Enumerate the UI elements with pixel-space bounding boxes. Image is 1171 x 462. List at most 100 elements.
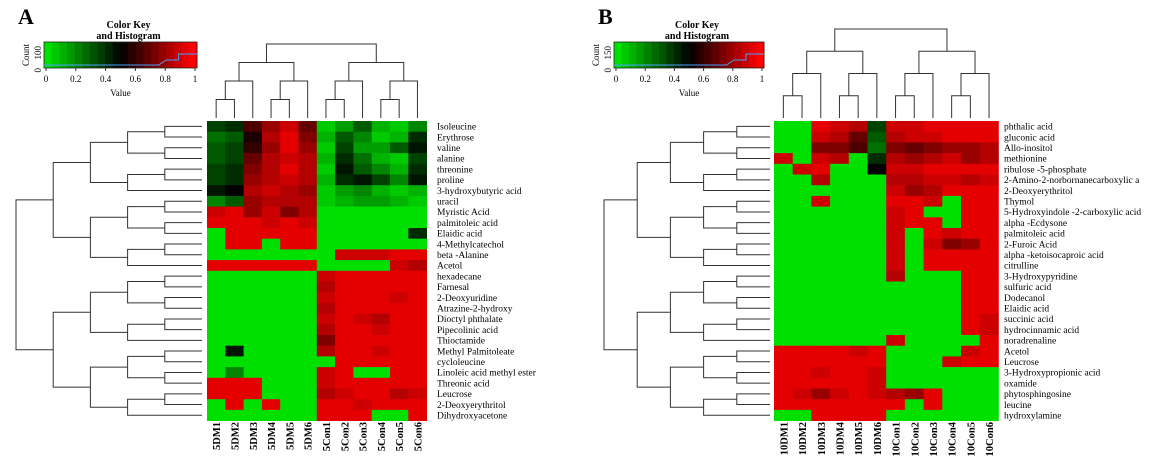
heatmap-cell [408, 409, 427, 421]
heatmap-cell [923, 185, 943, 197]
heatmap-cell [353, 185, 373, 197]
color-key-swatch [629, 42, 637, 68]
heatmap-cell [886, 399, 906, 411]
column-label: 10Con2 [910, 422, 921, 456]
heatmap-cell [298, 153, 318, 165]
heatmap-cell [942, 281, 962, 293]
heatmap-cell [371, 270, 391, 282]
heatmap-cell [261, 153, 281, 165]
heatmap-cell [243, 388, 263, 400]
heatmap-cell [979, 281, 999, 293]
heatmap-cell [961, 185, 981, 197]
color-key-swatch [105, 42, 114, 68]
row-dendrogram-branch [636, 311, 671, 388]
heatmap-cell [335, 163, 354, 175]
color-key-swatch [726, 42, 735, 68]
heatmap-cell [942, 388, 962, 400]
heatmap-cell [408, 313, 427, 325]
heatmap-cell [923, 345, 943, 357]
heatmap-cell [886, 377, 906, 389]
color-key-swatch [636, 42, 645, 68]
heatmap-cell [261, 163, 281, 175]
heatmap-cell [961, 399, 981, 411]
heatmap-cell [225, 270, 244, 282]
column-dendrogram-branch [782, 95, 803, 118]
heatmap-cell [848, 345, 868, 357]
heatmap-cell [243, 399, 263, 411]
heatmap-cell [942, 185, 962, 197]
row-label: 2-Furoic Acid [1004, 240, 1057, 250]
heatmap-cell [261, 324, 281, 336]
heatmap-cell [390, 409, 409, 421]
heatmap-cell [848, 377, 868, 389]
heatmap-cell [225, 142, 244, 154]
heatmap-cell [886, 356, 906, 368]
heatmap-cell [316, 249, 336, 261]
heatmap-cell [207, 185, 226, 197]
heatmap-cell [353, 377, 373, 389]
row-label: 2-Deoxyerythritol [437, 401, 506, 411]
heatmap-cell [904, 153, 924, 165]
heatmap-cell [792, 409, 812, 421]
heatmap-cell [979, 228, 999, 240]
heatmap-cell [961, 345, 981, 357]
heatmap-cell [792, 324, 812, 336]
heatmap-cell [371, 313, 391, 325]
color-key-swatch [681, 42, 690, 68]
heatmap-cell [923, 238, 943, 250]
column-dendrogram-branch [806, 50, 864, 74]
heatmap-cell [942, 270, 962, 282]
heatmap-cell [261, 388, 281, 400]
heatmap-cell [886, 131, 906, 143]
heatmap-cell [774, 324, 794, 336]
heatmap-cell [867, 228, 887, 240]
heatmap-cell [904, 228, 924, 240]
heatmap-cell [867, 174, 887, 186]
row-label: citrulline [1004, 262, 1038, 272]
heatmap-cell [390, 206, 409, 218]
heatmap-cell [335, 367, 354, 379]
heatmap-cell [353, 292, 373, 304]
heatmap-cell [961, 335, 981, 347]
heatmap-cell [335, 409, 354, 421]
row-label: Atrazine-2-hydroxy [437, 304, 513, 314]
heatmap-cell [243, 292, 263, 304]
heatmap-cell [904, 292, 924, 304]
heatmap-cell [830, 313, 850, 325]
row-dendrogram-branch [127, 281, 165, 304]
heatmap-cell [923, 302, 943, 314]
color-key-swatch [135, 42, 144, 68]
heatmap-cell [261, 356, 281, 368]
heatmap-cell [792, 377, 812, 389]
heatmap-cell [280, 238, 299, 250]
column-label: 10DM2 [798, 422, 809, 455]
heatmap-cell [830, 249, 850, 261]
color-key-xtick: 0 [44, 74, 49, 84]
heatmap-cell [942, 302, 962, 314]
heatmap-cell [774, 238, 794, 250]
heatmap-cell [316, 281, 336, 293]
column-label: 5Con2 [340, 422, 351, 451]
heatmap-cell [316, 260, 336, 272]
row-dendrogram-branch [164, 125, 202, 138]
heatmap-cell [335, 238, 354, 250]
heatmap-cell [298, 281, 318, 293]
heatmap-cell [792, 185, 812, 197]
heatmap-cell [830, 217, 850, 229]
heatmap-cell [316, 217, 336, 229]
heatmap-cell [280, 185, 299, 197]
heatmap-cell [316, 270, 336, 282]
heatmap-cell [243, 377, 263, 389]
heatmap-cell [261, 185, 281, 197]
heatmap-cell [207, 195, 226, 207]
heatmap-cell [280, 260, 299, 272]
heatmap-cell [923, 174, 943, 186]
heatmap-cell [207, 217, 226, 229]
color-key-xtick: 0 [614, 74, 619, 84]
heatmap-cell [942, 367, 962, 379]
heatmap-cell [792, 292, 812, 304]
heatmap-cell [371, 185, 391, 197]
row-dendrogram-branch [164, 371, 202, 384]
row-dendrogram-branch [736, 297, 770, 309]
color-key-xtick: 0.8 [160, 74, 172, 84]
